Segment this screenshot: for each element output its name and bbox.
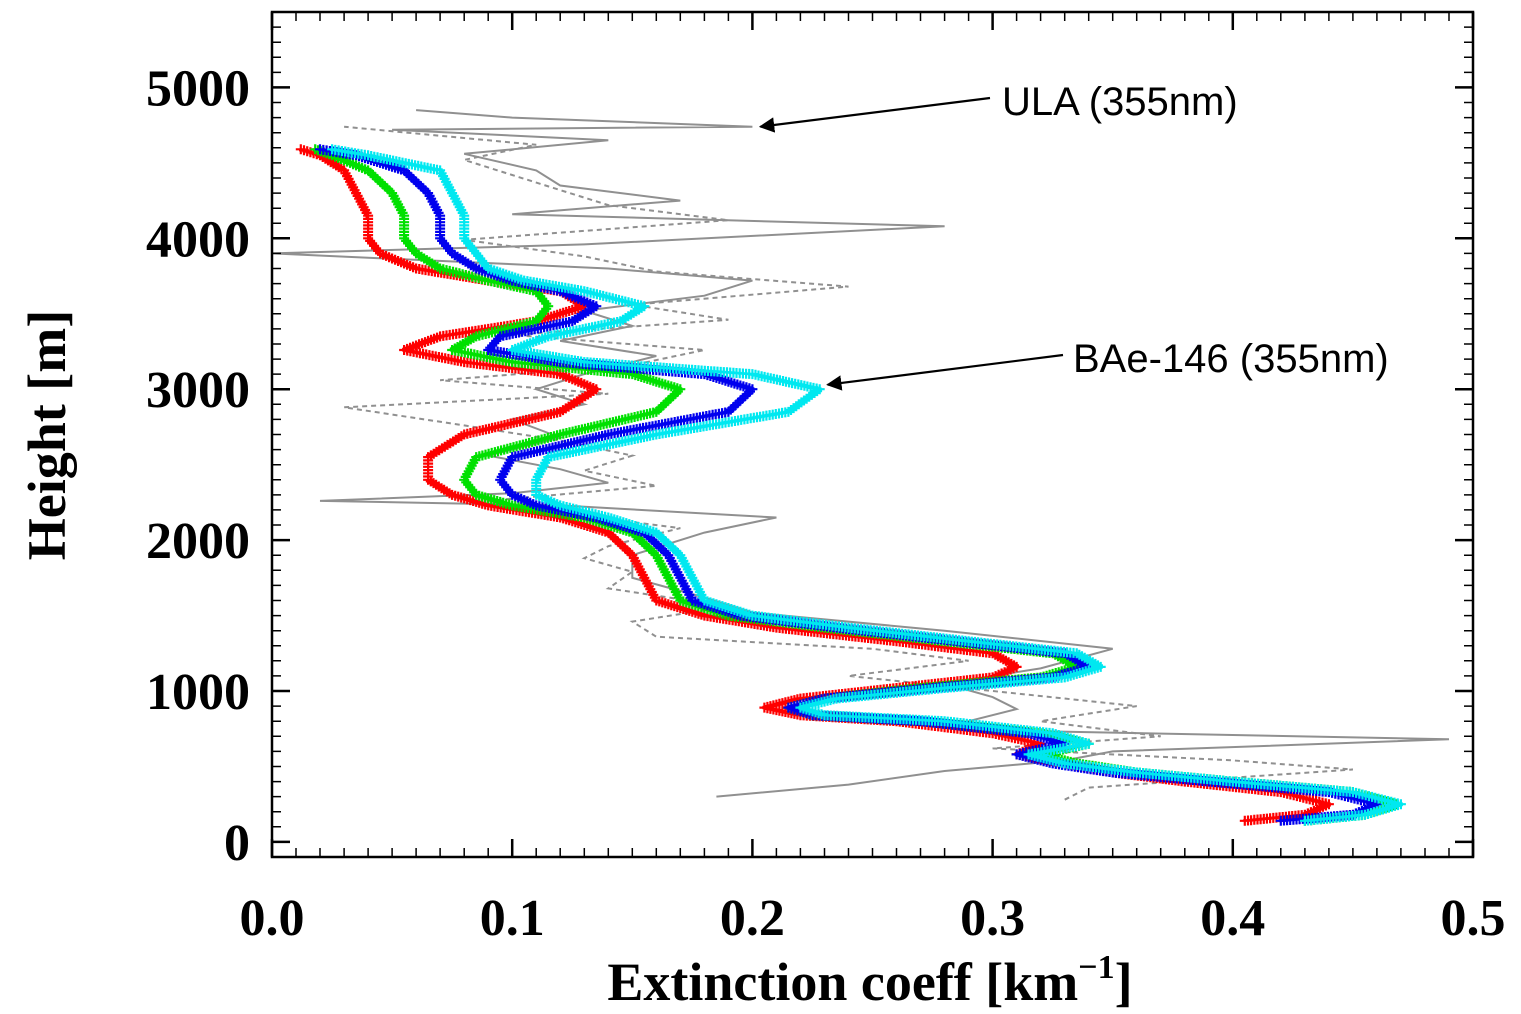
series-3	[327, 144, 1406, 826]
annotation-arrow	[826, 353, 1064, 391]
minor-ticks	[272, 11, 1473, 857]
y-tick-label: 0	[224, 815, 250, 872]
annotation-arrow	[758, 96, 991, 133]
series-layer	[271, 109, 1450, 826]
series-0	[295, 144, 1334, 826]
ticks-layer: 0.0 0.1 0.2 0.3 0.4 0.5 0 1000 2000 3000 4000 5000	[146, 11, 1506, 947]
y-axis-title: Height [m]	[17, 310, 77, 560]
x-tick-label: 0.1	[480, 890, 545, 947]
series-line-5	[343, 125, 1353, 801]
annotation-label: ULA (355nm)	[1002, 80, 1238, 124]
x-tick-label: 0.2	[720, 890, 785, 947]
major-ticks	[270, 12, 1475, 857]
series-markers-0	[295, 144, 1334, 826]
series-markers-3	[327, 144, 1406, 826]
y-tick-label: 2000	[146, 513, 250, 570]
annotation-layer: ULA (355nm) BAe-146 (355nm)	[758, 80, 1389, 391]
y-tick-label: 4000	[146, 211, 250, 268]
plot-frame	[270, 10, 1475, 859]
y-tick-label: 5000	[146, 60, 250, 117]
x-axis-title: Extinction coeff [km−1]	[607, 949, 1132, 1012]
x-tick-label: 0.0	[240, 890, 305, 947]
annotation-label: BAe-146 (355nm)	[1073, 337, 1389, 381]
series-5	[343, 125, 1353, 801]
x-tick-label: 0.5	[1441, 890, 1506, 947]
x-tick-label: 0.4	[1200, 890, 1265, 947]
x-tick-label: 0.3	[960, 890, 1025, 947]
y-tick-label: 3000	[146, 362, 250, 419]
y-tick-label: 1000	[146, 664, 250, 721]
